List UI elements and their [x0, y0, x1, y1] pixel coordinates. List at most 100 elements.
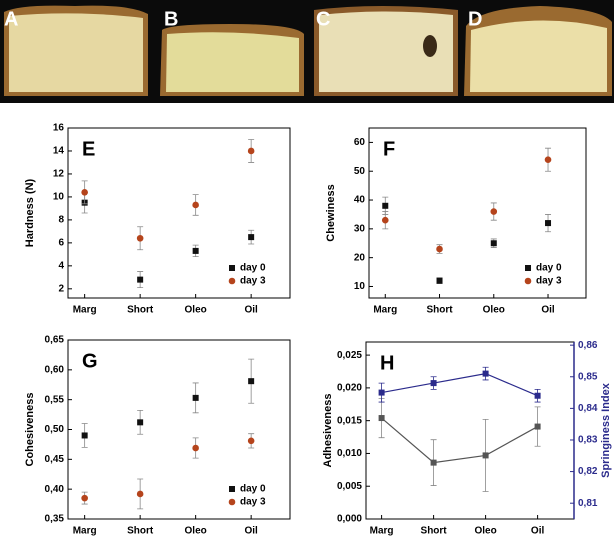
y2-axis-title: Springiness Index — [600, 382, 612, 478]
y-tick-label: 0,45 — [45, 454, 65, 465]
point — [382, 202, 389, 209]
x-tick-label: Short — [127, 526, 154, 537]
panel-label: E — [82, 138, 95, 160]
point — [136, 490, 144, 498]
legend-marker — [228, 277, 236, 285]
y-tick-label: 14 — [53, 146, 65, 157]
legend-marker — [229, 486, 235, 492]
legend-label: day 3 — [240, 276, 266, 287]
y-tick-label: 0,40 — [45, 484, 65, 495]
point — [544, 156, 552, 163]
y2-tick-label: 0,83 — [578, 435, 598, 446]
x-tick-label: Oil — [244, 305, 258, 316]
legend-label: day 0 — [536, 263, 562, 274]
point — [490, 240, 497, 247]
y-tick-label: 0,025 — [337, 350, 362, 361]
x-tick-label: Oil — [244, 526, 258, 537]
y-axis-title: Chewiness — [325, 184, 337, 241]
y-tick-label: 60 — [354, 137, 366, 148]
y2-tick-label: 0,85 — [578, 371, 598, 382]
series-line — [381, 417, 538, 464]
y-tick-label: 30 — [354, 223, 366, 234]
legend-marker — [228, 498, 236, 506]
point — [248, 378, 255, 385]
plot-frame — [368, 127, 587, 299]
x-tick-label: Marg — [73, 305, 97, 316]
y-axis-title: Cohesiveness — [24, 393, 36, 467]
point — [192, 247, 199, 254]
x-tick-label: Oleo — [185, 526, 207, 537]
y-axis-title: Adhesiveness — [322, 394, 334, 468]
point — [137, 419, 144, 426]
panel-label: H — [380, 352, 394, 374]
x-tick-label: Short — [426, 305, 453, 316]
y-tick-label: 16 — [53, 123, 65, 134]
photo — [160, 24, 304, 96]
legend-marker — [229, 265, 235, 271]
x-tick-label: Marg — [370, 526, 394, 537]
y-axis-title: Hardness (N) — [24, 178, 36, 247]
point — [81, 189, 88, 196]
photo-label: B — [164, 8, 178, 30]
y2-tick-label: 0,82 — [578, 466, 598, 477]
y-tick-label: 0,000 — [337, 514, 362, 525]
y-tick-label: 40 — [354, 195, 366, 206]
legend-label: day 0 — [240, 484, 266, 495]
y-tick-label: 0,55 — [45, 394, 65, 405]
legend-label: day 3 — [240, 497, 266, 508]
photo — [4, 5, 148, 97]
x-tick-label: Oil — [541, 305, 555, 316]
legend-marker — [524, 277, 532, 285]
point — [482, 452, 489, 459]
point — [378, 389, 385, 396]
y-tick-label: 0,010 — [337, 448, 362, 459]
plot-frame — [365, 341, 575, 520]
point — [545, 220, 552, 227]
y-tick-label: 6 — [58, 238, 64, 249]
point — [436, 277, 443, 284]
legend-label: day 0 — [240, 263, 266, 274]
y-tick-label: 10 — [354, 281, 366, 292]
photo — [314, 6, 458, 96]
point — [534, 423, 541, 430]
point — [430, 459, 437, 466]
y-tick-label: 50 — [354, 166, 366, 177]
y-tick-label: 0,50 — [45, 424, 65, 435]
photo-label: A — [4, 8, 18, 30]
point — [192, 394, 199, 401]
point — [436, 245, 443, 253]
y-tick-label: 10 — [53, 192, 65, 203]
series-line — [381, 372, 538, 397]
photo-label: C — [316, 8, 330, 30]
point — [192, 444, 199, 452]
y-tick-label: 12 — [53, 169, 65, 180]
x-tick-label: Short — [127, 305, 154, 316]
y-tick-label: 0,005 — [337, 481, 362, 492]
y-tick-label: 2 — [58, 283, 64, 294]
y-tick-label: 0,020 — [337, 383, 362, 394]
x-tick-label: Oleo — [483, 305, 505, 316]
point — [247, 147, 255, 155]
point — [247, 437, 255, 445]
point — [248, 234, 255, 241]
x-tick-label: Oleo — [185, 305, 207, 316]
point — [192, 201, 199, 209]
x-tick-label: Marg — [373, 305, 397, 316]
point — [430, 380, 437, 387]
point — [136, 234, 144, 242]
point — [490, 208, 498, 215]
point — [378, 415, 385, 422]
x-tick-label: Oleo — [474, 526, 496, 537]
y-tick-label: 4 — [58, 260, 64, 271]
x-tick-label: Oil — [531, 526, 545, 537]
x-tick-label: Marg — [73, 526, 97, 537]
y2-tick-label: 0,81 — [578, 498, 598, 509]
point — [81, 432, 88, 439]
point — [381, 216, 389, 224]
y-tick-label: 0,015 — [337, 415, 362, 426]
y-tick-label: 0,60 — [45, 364, 65, 375]
panel-label: F — [383, 138, 395, 160]
photo-label: D — [468, 8, 482, 30]
legend-label: day 3 — [536, 276, 562, 287]
